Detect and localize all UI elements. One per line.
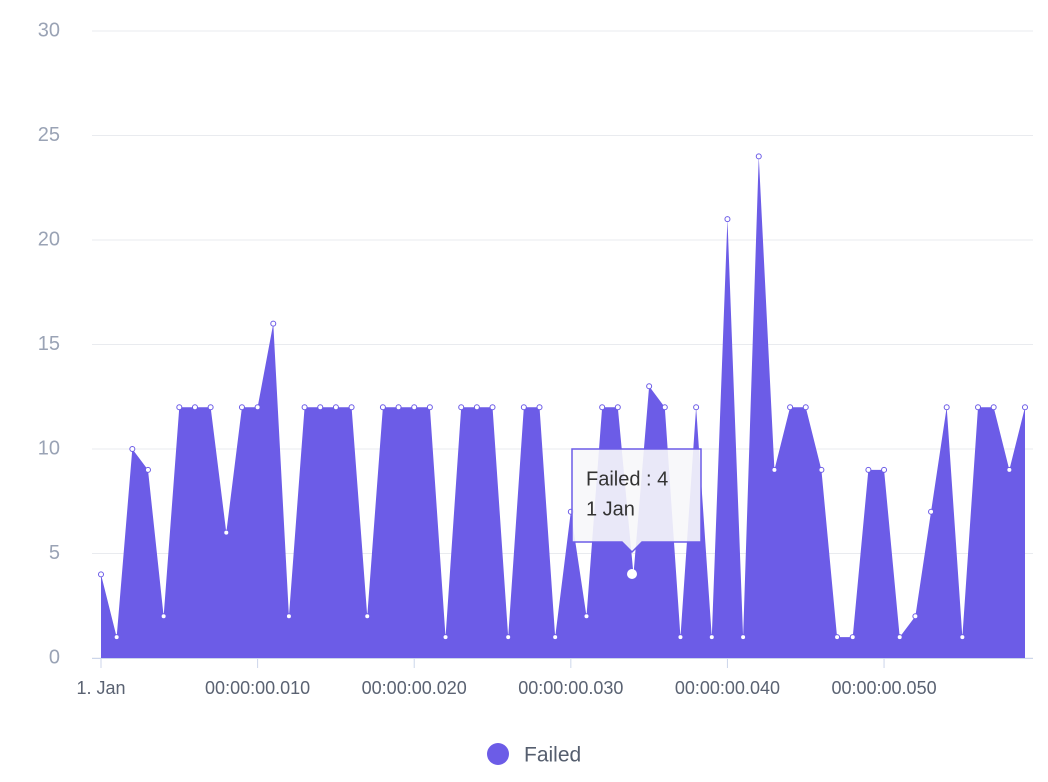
legend-symbol — [487, 743, 509, 765]
point-marker — [959, 634, 966, 641]
plot-area: 0 5 10 15 20 25 30 1. Jan 00:00:00.010 00:00:00.0… — [38, 19, 1033, 698]
tooltip-box — [571, 448, 702, 554]
point-marker — [740, 634, 747, 641]
point-marker — [458, 404, 465, 411]
point-marker — [536, 404, 543, 411]
x-tick-label: 1. Jan — [76, 678, 125, 698]
point-marker — [834, 634, 841, 641]
y-tick-label: 15 — [38, 333, 60, 355]
point-marker — [332, 404, 339, 411]
point-marker — [881, 466, 888, 473]
point-marker — [865, 466, 872, 473]
point-marker — [975, 404, 982, 411]
point-marker — [802, 404, 809, 411]
point-marker — [129, 446, 136, 452]
hover-marker — [627, 569, 637, 579]
point-marker — [176, 404, 183, 411]
point-marker — [896, 634, 903, 641]
point-marker — [583, 613, 590, 620]
y-tick-label: 5 — [49, 542, 60, 564]
point-marker — [755, 153, 762, 160]
point-marker — [646, 383, 653, 390]
point-marker — [223, 529, 230, 536]
point-marker — [661, 404, 668, 411]
point-marker — [442, 634, 449, 641]
point-marker — [379, 404, 386, 411]
point-marker — [473, 404, 480, 411]
point-marker — [693, 404, 700, 411]
point-marker — [426, 404, 433, 411]
point-marker — [787, 404, 794, 411]
point-marker — [395, 404, 402, 411]
point-marker — [1006, 466, 1013, 473]
legend-label: Failed — [524, 744, 581, 767]
x-tick-label: 00:00:00.020 — [362, 678, 467, 698]
point-marker — [144, 466, 151, 473]
point-marker — [928, 508, 935, 515]
point-marker — [98, 571, 104, 578]
point-marker — [599, 404, 606, 411]
point-marker — [207, 404, 214, 411]
x-tick-label: 00:00:00.030 — [518, 678, 623, 698]
tooltip-line: 1 Jan — [586, 498, 635, 520]
point-marker — [489, 404, 496, 411]
point-marker — [912, 613, 919, 620]
y-tick-label: 25 — [38, 124, 60, 146]
tooltip: Failed : 4 1 Jan — [571, 448, 702, 579]
point-marker — [270, 320, 277, 327]
point-marker — [849, 634, 856, 641]
point-marker — [724, 216, 731, 223]
point-marker — [990, 404, 997, 411]
point-marker — [364, 613, 371, 620]
y-tick-label: 20 — [38, 228, 60, 250]
x-tick-label: 00:00:00.040 — [675, 678, 780, 698]
point-marker — [285, 613, 292, 620]
point-marker — [677, 634, 684, 641]
y-tick-label: 30 — [38, 19, 60, 41]
y-tick-label: 10 — [38, 437, 60, 459]
point-marker — [348, 404, 355, 411]
point-marker — [160, 613, 167, 620]
point-marker — [505, 634, 512, 641]
point-marker — [317, 404, 324, 411]
area — [101, 156, 1025, 658]
point-marker — [411, 404, 418, 411]
point-marker — [943, 404, 950, 411]
point-marker — [614, 404, 621, 411]
point-marker — [254, 404, 261, 411]
x-tick-label: 00:00:00.050 — [831, 678, 936, 698]
x-tick-label: 00:00:00.010 — [205, 678, 310, 698]
point-marker — [301, 404, 308, 411]
tooltip-line: Failed : 4 — [586, 468, 668, 490]
point-marker — [191, 404, 198, 411]
point-marker — [520, 404, 527, 411]
y-tick-label: 0 — [49, 646, 60, 668]
point-marker — [771, 466, 778, 473]
point-marker — [818, 466, 825, 473]
point-marker — [113, 634, 120, 641]
point-marker — [708, 634, 715, 641]
point-marker — [1022, 404, 1028, 411]
point-marker — [238, 404, 245, 411]
point-marker — [552, 634, 559, 641]
